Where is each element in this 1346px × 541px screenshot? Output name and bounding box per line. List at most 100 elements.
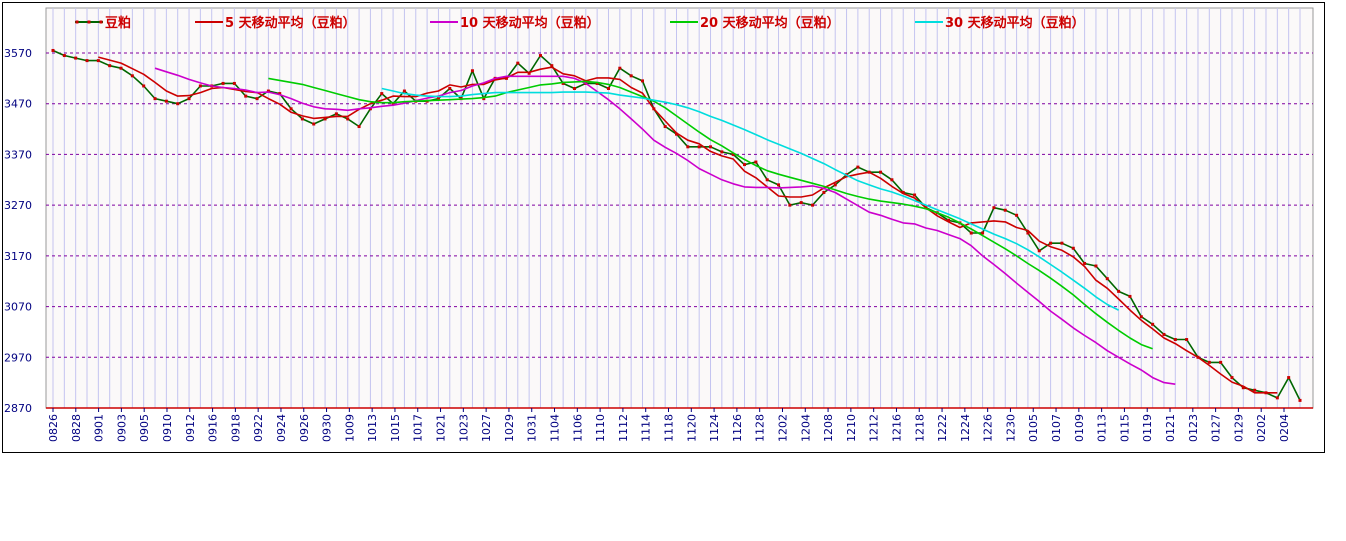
series-point <box>1049 241 1053 245</box>
x-tick-label: 0202 <box>1255 414 1268 442</box>
x-tick-label: 1126 <box>731 414 744 442</box>
x-tick-label: 1031 <box>526 414 539 442</box>
legend-label-1: 豆粕 <box>105 15 131 31</box>
legend-label-2: 5 天移动平均（豆粕） <box>225 15 356 31</box>
series-point <box>663 125 667 129</box>
y-tick-label: 3170 <box>4 250 32 263</box>
series-point <box>1015 213 1019 217</box>
x-tick-label: 1106 <box>571 414 584 442</box>
series-point <box>96 59 100 63</box>
x-tick-label: 0918 <box>229 414 242 442</box>
x-tick-label: 0912 <box>184 414 197 442</box>
series-point <box>516 61 520 65</box>
series-point <box>1275 396 1279 400</box>
series-point <box>1003 208 1007 212</box>
x-tick-label: 0924 <box>275 414 288 442</box>
series-point <box>1094 264 1098 268</box>
x-tick-label: 0119 <box>1141 414 1154 442</box>
series-point <box>1298 398 1302 402</box>
series-point <box>754 160 758 164</box>
x-tick-label: 1023 <box>457 414 470 442</box>
series-point <box>1253 388 1257 392</box>
x-tick-label: 1027 <box>480 414 493 442</box>
series-point <box>1026 231 1030 235</box>
series-point <box>300 117 304 121</box>
x-tick-label: 1128 <box>754 414 767 442</box>
series-point <box>266 89 270 93</box>
y-tick-label: 3070 <box>4 301 32 314</box>
series-point <box>334 112 338 116</box>
x-tick-label: 0826 <box>47 414 60 442</box>
series-point <box>572 87 576 90</box>
series-point <box>176 102 180 106</box>
series-point <box>1117 289 1121 293</box>
x-tick-label: 0910 <box>161 414 174 442</box>
series-point <box>550 64 554 68</box>
series-point <box>119 66 123 70</box>
x-tick-label: 1013 <box>366 414 379 442</box>
series-point <box>1219 360 1223 364</box>
series-point <box>538 54 542 58</box>
series-point <box>799 201 803 205</box>
series-point <box>130 74 134 78</box>
x-tick-label: 1114 <box>640 414 653 442</box>
series-point <box>402 89 406 93</box>
y-tick-label: 3570 <box>4 47 32 60</box>
series-point <box>890 178 894 182</box>
series-point <box>1139 315 1143 319</box>
legend-marker <box>99 20 103 24</box>
x-tick-label: 0113 <box>1096 414 1109 442</box>
series-point <box>618 66 622 70</box>
x-tick-label: 0127 <box>1210 414 1223 442</box>
x-tick-label: 1210 <box>845 414 858 442</box>
series-point <box>675 132 678 136</box>
x-tick-label: 1224 <box>959 414 972 442</box>
series-point <box>368 107 372 111</box>
x-tick-label: 1017 <box>412 414 425 442</box>
series-point <box>606 87 610 90</box>
series-point <box>62 54 66 58</box>
series-point <box>969 231 973 235</box>
series-point <box>221 81 225 85</box>
series-point <box>1128 294 1132 298</box>
series-line-5 <box>381 87 1119 311</box>
series-point <box>777 183 781 187</box>
x-tick-label: 0903 <box>115 414 128 442</box>
series-point <box>981 231 985 235</box>
x-tick-label: 1124 <box>708 414 721 442</box>
series-line-3 <box>154 67 1176 385</box>
series-point <box>357 125 361 129</box>
x-tick-label: 0115 <box>1118 414 1131 442</box>
series-point <box>198 84 202 88</box>
series-point <box>720 150 724 154</box>
x-tick-label: 1021 <box>435 414 448 442</box>
x-tick-label: 1029 <box>503 414 516 442</box>
series-point <box>74 56 78 60</box>
series-point <box>709 145 713 149</box>
series-point <box>470 69 474 73</box>
legend-marker <box>87 20 91 24</box>
series-point <box>232 81 236 85</box>
series-point <box>1071 246 1075 250</box>
series-point <box>1037 249 1041 253</box>
series-point <box>346 117 350 121</box>
series-point <box>164 99 168 103</box>
series-point <box>278 92 282 96</box>
x-tick-label: 1120 <box>685 414 698 442</box>
x-tick-label: 0129 <box>1232 414 1245 442</box>
series-point <box>323 117 327 121</box>
x-tick-label: 0901 <box>93 414 106 442</box>
x-tick-label: 0123 <box>1187 414 1200 442</box>
x-tick-label: 0121 <box>1164 414 1177 442</box>
series-point <box>255 97 259 101</box>
x-tick-label: 0916 <box>207 414 220 442</box>
series-point <box>51 48 55 52</box>
series-point <box>833 183 837 187</box>
y-tick-label: 3270 <box>4 199 32 212</box>
series-point <box>187 97 191 101</box>
x-tick-label: 0204 <box>1278 414 1291 442</box>
series-point <box>436 97 440 101</box>
x-tick-label: 1218 <box>913 414 926 442</box>
series-point <box>527 71 531 75</box>
